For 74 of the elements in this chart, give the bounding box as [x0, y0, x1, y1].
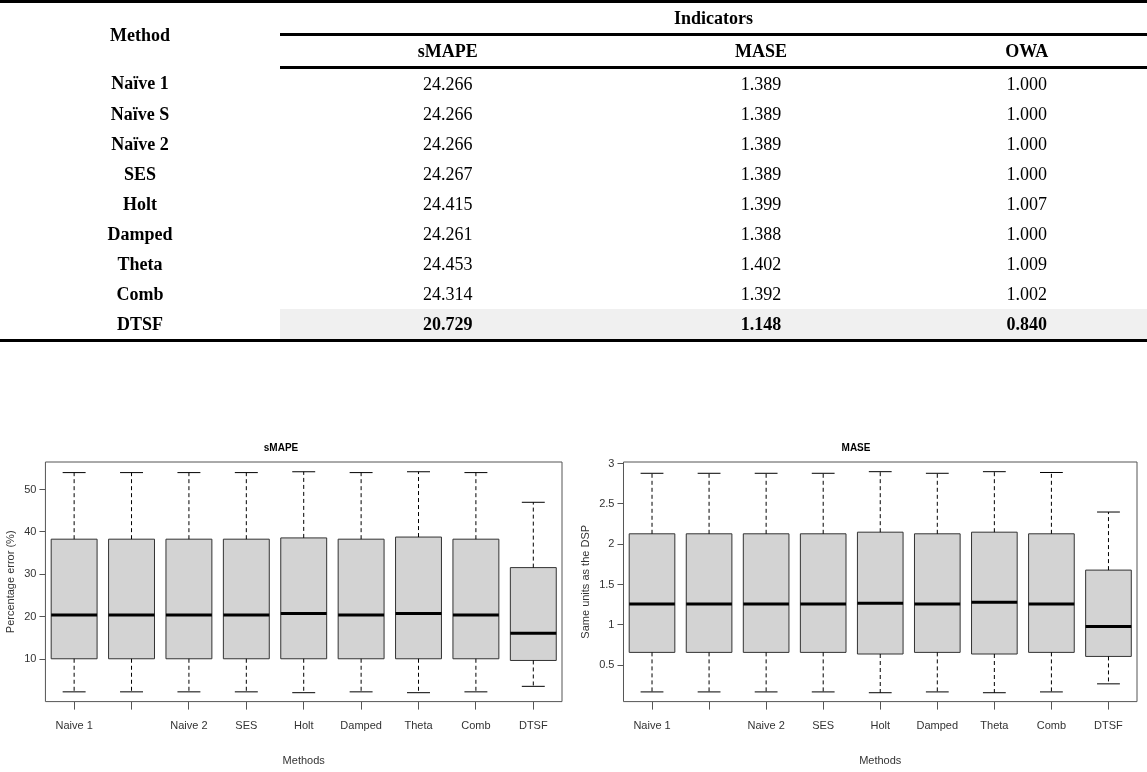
text: 1.002 — [1006, 283, 1047, 304]
text: 1.000 — [1006, 73, 1047, 94]
text: 1.000 — [1006, 163, 1047, 184]
x-tick-label: Naive 1 — [55, 719, 93, 732]
category-label: Comb — [116, 283, 164, 304]
x-tick-label: Theta — [404, 719, 434, 732]
x-tick-label: Damped — [340, 719, 382, 732]
y-tick-label: 2 — [608, 537, 615, 550]
text: 24.266 — [423, 133, 473, 154]
text: 1.000 — [1006, 223, 1047, 244]
x-axis-title: Methods — [282, 754, 326, 767]
text: 1.399 — [740, 193, 782, 214]
x-tick-label: Comb — [1036, 719, 1067, 732]
category-label: Naïve S — [110, 103, 170, 124]
category-label: OWA — [906, 34, 1147, 68]
x-tick-label: Naive 2 — [170, 719, 208, 732]
text: Indicators — [673, 6, 754, 30]
chart-title: sMAPE — [263, 441, 299, 453]
x-tick-label: Comb — [461, 719, 491, 732]
x-tick-label: SES — [812, 719, 835, 732]
text: 1.402 — [740, 253, 782, 274]
y-tick-label: 1.5 — [599, 577, 615, 590]
text: 1.389 — [740, 73, 782, 94]
x-tick-label: Holt — [870, 719, 891, 732]
y-tick-label: 0.5 — [599, 658, 615, 671]
text: 1.388 — [740, 223, 782, 244]
text: 1.000 — [1006, 103, 1047, 124]
x-tick-label: Damped — [916, 719, 959, 732]
x-tick-label: DTSF — [1094, 719, 1124, 732]
text: 24.266 — [423, 73, 473, 94]
y-tick-label: 3 — [608, 456, 615, 469]
y-tick-label: 2.5 — [599, 496, 615, 509]
category-label: DTSF — [116, 313, 163, 334]
x-axis-title: Methods — [859, 754, 902, 767]
category-label: Naïve 1 — [111, 72, 169, 93]
x-tick-label: Naive 2 — [747, 719, 785, 732]
x-tick-label: Theta — [980, 719, 1010, 732]
category-label: Naïve 2 — [111, 133, 169, 154]
text: 1.007 — [1006, 193, 1047, 214]
y-axis-title: Percentage error (%) — [3, 530, 16, 634]
text: 1.389 — [740, 133, 782, 154]
text: 1.009 — [1006, 253, 1047, 274]
text: 24.267 — [423, 163, 473, 184]
category-label: Damped — [107, 223, 173, 244]
y-tick-label: 20 — [24, 609, 37, 622]
y-tick-label: 40 — [24, 525, 37, 537]
text: Method — [109, 23, 171, 47]
text: 24.314 — [423, 283, 473, 304]
text: 1.000 — [1006, 133, 1047, 154]
y-tick-label: 10 — [24, 652, 37, 665]
chart-title: MASE — [841, 441, 871, 453]
text: 1.389 — [740, 163, 782, 184]
y-tick-label: 1 — [608, 617, 615, 630]
text: 20.729 — [423, 313, 473, 334]
category-label: SES — [123, 163, 157, 184]
text: 24.415 — [423, 193, 473, 214]
category-label: Holt — [123, 193, 157, 214]
category-label: MASE — [615, 34, 907, 68]
x-tick-label: DTSF — [518, 719, 548, 732]
category-label: Theta — [117, 253, 163, 274]
x-tick-label: Holt — [293, 719, 314, 732]
text: 1.389 — [740, 103, 782, 124]
text: 1.392 — [740, 283, 782, 304]
text: 24.453 — [423, 253, 473, 274]
y-tick-label: 50 — [24, 482, 37, 495]
y-axis-title: Same units as the DSP — [578, 524, 591, 639]
text: 0.840 — [1006, 313, 1047, 334]
x-tick-label: Naive 1 — [633, 719, 671, 732]
y-tick-label: 30 — [24, 567, 37, 580]
x-tick-label: SES — [235, 719, 258, 732]
text: 24.261 — [423, 223, 473, 244]
category-label: sMAPE — [280, 34, 616, 68]
text: 1.148 — [740, 313, 782, 334]
text: 24.266 — [423, 103, 473, 124]
